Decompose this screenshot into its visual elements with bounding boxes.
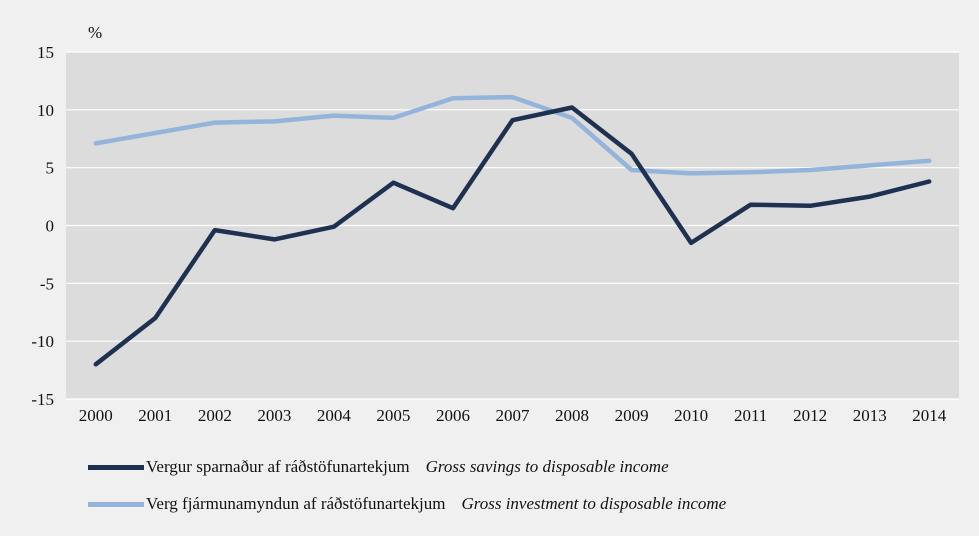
y-tick-label: 15 (37, 43, 54, 62)
x-tick-label: 2011 (734, 406, 767, 425)
legend-item-savings: Vergur sparnaður af ráðstöfunartekjum Gr… (88, 455, 669, 479)
x-tick-label: 2006 (436, 406, 470, 425)
x-tick-label: 2005 (376, 406, 410, 425)
legend-label-investment: Verg fjármunamyndun af ráðstöfunartekjum (146, 494, 446, 513)
x-tick-label: 2002 (198, 406, 232, 425)
y-tick-label: -10 (31, 332, 54, 351)
gridlines (66, 51, 959, 400)
x-tick-label: 2007 (496, 406, 531, 425)
legend-swatch-investment (88, 501, 144, 507)
series-line-investment (93, 94, 932, 176)
y-tick-label: 0 (46, 217, 55, 236)
legend-label-savings-en: Gross savings to disposable income (425, 457, 669, 476)
legend-swatch-savings (88, 464, 144, 470)
x-tick-label: 2001 (138, 406, 172, 425)
x-tick-label: 2000 (79, 406, 113, 425)
series-lines (93, 94, 932, 367)
x-tick-label: 2012 (793, 406, 827, 425)
y-tick-label: -15 (31, 390, 54, 409)
y-tick-label: -5 (40, 274, 54, 293)
y-tick-label: 10 (37, 101, 54, 120)
series-line-savings (93, 105, 932, 367)
legend-label-investment-en: Gross investment to disposable income (461, 494, 727, 513)
x-tick-label: 2009 (615, 406, 649, 425)
y-tick-label: 5 (46, 159, 55, 178)
legend-label-savings: Vergur sparnaður af ráðstöfunartekjum (146, 457, 410, 476)
legend-item-investment: Verg fjármunamyndun af ráðstöfunartekjum… (88, 492, 726, 516)
y-axis-ticks: 15 10 5 0 -5 -10 -15 (31, 43, 54, 409)
y-axis-unit-label: % (88, 23, 102, 42)
x-tick-label: 2004 (317, 406, 352, 425)
x-tick-label: 2003 (257, 406, 291, 425)
x-tick-label: 2014 (912, 406, 947, 425)
x-tick-label: 2013 (853, 406, 887, 425)
x-axis-ticks: 2000 2001 2002 2003 2004 2005 2006 2007 2008 2009… (79, 406, 947, 425)
x-tick-label: 2008 (555, 406, 589, 425)
x-tick-label: 2010 (674, 406, 708, 425)
